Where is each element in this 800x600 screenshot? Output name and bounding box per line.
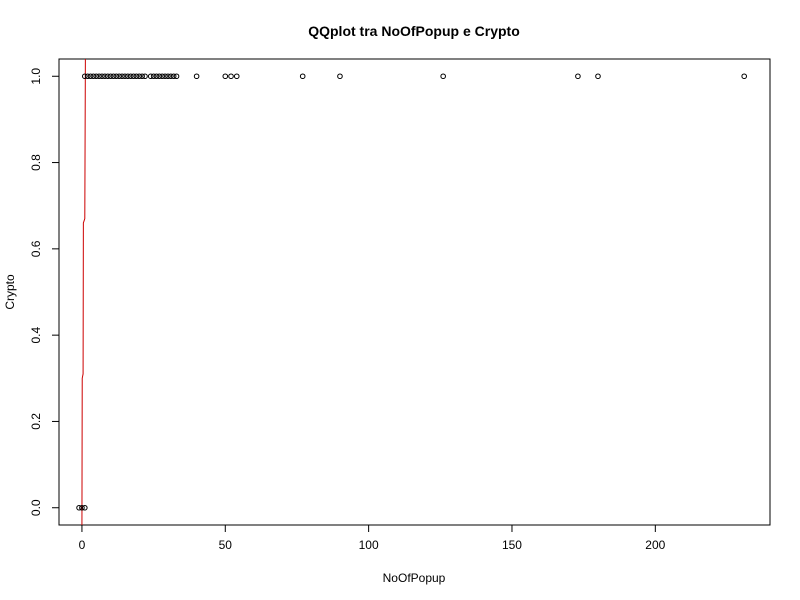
- data-point: [133, 73, 140, 80]
- x-axis: 0 50 100 150 200: [79, 524, 666, 552]
- x-tick-label: 200: [645, 538, 665, 552]
- data-point: [156, 73, 163, 80]
- data-point: [193, 73, 200, 80]
- data-point: [82, 73, 88, 80]
- data-point: [741, 73, 747, 80]
- points-group: [76, 73, 747, 511]
- data-point: [168, 73, 174, 80]
- data-point: [116, 73, 123, 80]
- data-point: [84, 73, 91, 80]
- data-point: [87, 73, 94, 80]
- plot-frame: [58, 58, 771, 526]
- data-point: [127, 73, 134, 80]
- x-tick-label: 0: [79, 538, 86, 552]
- y-tick-label: 0.8: [29, 154, 43, 171]
- y-tick-label: 1.0: [29, 68, 43, 85]
- data-point: [165, 73, 171, 80]
- data-point: [76, 504, 82, 511]
- y-tick-label: 0.6: [29, 240, 43, 257]
- data-point: [119, 73, 125, 80]
- data-point: [142, 73, 148, 80]
- data-point: [222, 73, 229, 80]
- x-tick-label: 150: [502, 538, 522, 552]
- data-point: [440, 73, 446, 80]
- data-point: [228, 73, 234, 80]
- x-tick-label: 50: [219, 538, 233, 552]
- y-axis: 0.0 0.2 0.4 0.6 0.8 1.0: [29, 68, 60, 516]
- data-point: [595, 73, 601, 80]
- data-point: [93, 73, 100, 80]
- x-axis-label: NoOfPopup: [383, 571, 446, 585]
- data-point: [102, 73, 108, 80]
- x-tick-label: 100: [359, 538, 379, 552]
- data-point: [159, 73, 166, 80]
- data-point: [107, 73, 114, 80]
- data-point: [170, 73, 177, 80]
- y-axis-label: Crypto: [3, 274, 17, 310]
- data-point: [150, 73, 157, 80]
- data-point: [99, 73, 105, 80]
- data-point: [337, 73, 343, 80]
- data-point: [122, 73, 128, 80]
- reference-line: [81, 58, 86, 526]
- data-point: [173, 73, 180, 80]
- y-tick-label: 0.4: [29, 326, 43, 343]
- data-point: [153, 73, 160, 80]
- data-point: [113, 73, 120, 80]
- data-point: [96, 73, 102, 80]
- chart-title: QQplot tra NoOfPopup e Crypto: [308, 23, 520, 39]
- data-point: [125, 73, 131, 80]
- data-point: [162, 73, 168, 80]
- data-point: [82, 504, 88, 511]
- data-point: [575, 73, 581, 80]
- data-point: [130, 73, 137, 80]
- y-tick-label: 0.0: [29, 499, 43, 516]
- reference-line-group: [81, 58, 86, 526]
- data-point: [104, 73, 111, 80]
- data-point: [79, 504, 85, 511]
- data-point: [299, 73, 306, 80]
- data-point: [233, 73, 240, 80]
- data-point: [139, 73, 145, 80]
- data-point: [110, 73, 117, 80]
- data-point: [136, 73, 143, 80]
- y-tick-label: 0.2: [29, 413, 43, 430]
- data-point: [147, 73, 154, 80]
- data-point: [90, 73, 97, 80]
